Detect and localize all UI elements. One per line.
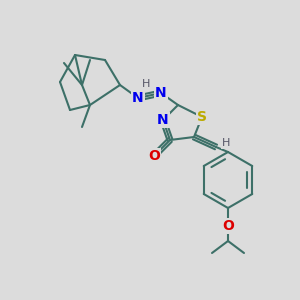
Text: N: N <box>132 91 144 105</box>
Text: N: N <box>157 113 169 127</box>
Text: H: H <box>142 79 150 89</box>
Text: O: O <box>222 219 234 233</box>
Text: N: N <box>155 86 167 100</box>
Text: S: S <box>197 110 207 124</box>
Text: H: H <box>222 138 230 148</box>
Text: O: O <box>148 149 160 163</box>
